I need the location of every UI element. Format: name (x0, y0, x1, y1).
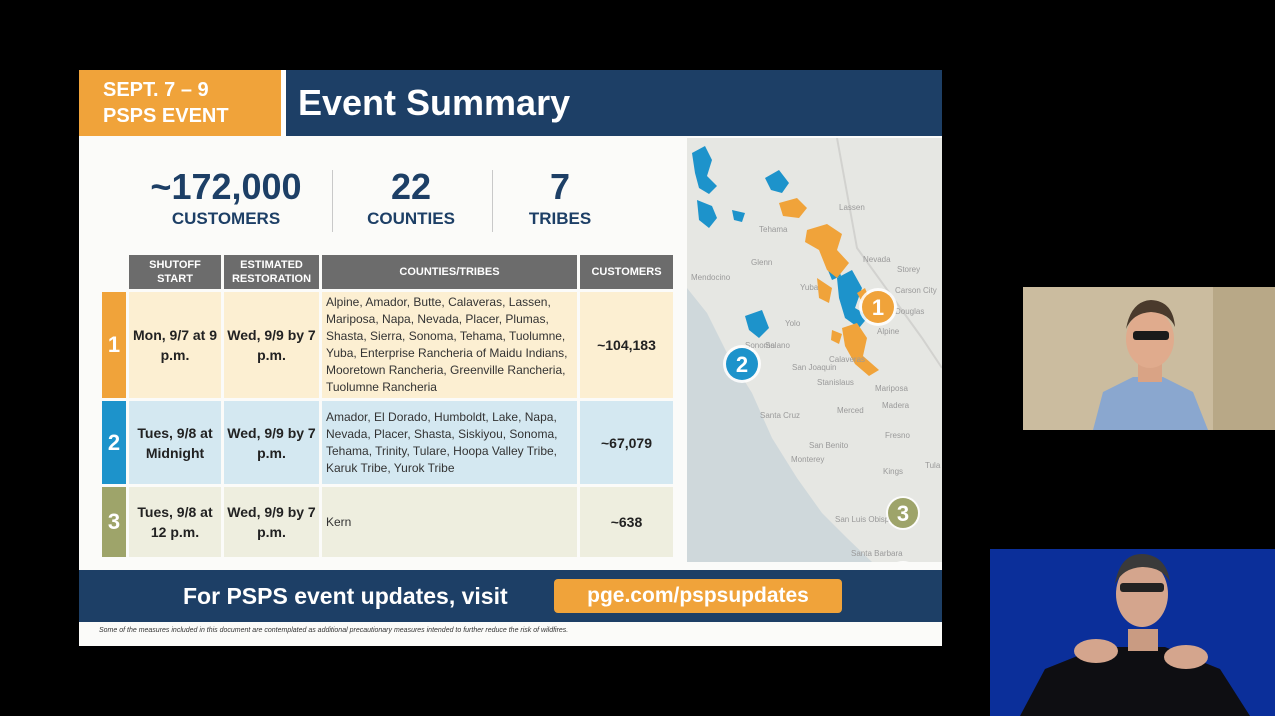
row-number: 3 (102, 487, 126, 557)
table-row: 2 Tues, 9/8 at Midnight Wed, 9/9 by 7 p.… (102, 401, 673, 484)
place-label: Sonoma (745, 341, 775, 350)
header-divider (281, 70, 286, 136)
row-customers: ~67,079 (580, 401, 673, 484)
pspsupdates-link[interactable]: pge.com/pspsupdates (554, 579, 842, 613)
place-label: Fresno (885, 431, 910, 440)
interpreter-video-tile[interactable] (990, 549, 1275, 716)
stat-customers-value: ~172,000 (150, 166, 302, 207)
place-label: Nevada (863, 255, 891, 264)
stat-divider (492, 170, 493, 232)
place-label: Calaveras (829, 355, 865, 364)
stat-counties: 22 COUNTIES (350, 166, 472, 230)
ocean-area (687, 288, 872, 562)
marker-label: 1 (872, 295, 884, 320)
place-label: Carson City (895, 286, 937, 295)
event-date: SEPT. 7 – 9 (103, 79, 209, 101)
row-number: 2 (102, 401, 126, 484)
row-customers: ~104,183 (580, 292, 673, 398)
table-header-blank (102, 255, 126, 289)
stat-customers-label: CUSTOMERS (171, 209, 281, 228)
outage-map: Lassen Tehama Glenn Mendocino Yuba Carso… (687, 138, 942, 562)
map-graphic: Lassen Tehama Glenn Mendocino Yuba Carso… (687, 138, 942, 562)
orange-outage-areas (779, 198, 879, 376)
place-label: Mariposa (875, 384, 908, 393)
row-shutoff-start: Mon, 9/7 at 9 p.m. (129, 292, 221, 398)
stat-divider (332, 170, 333, 232)
place-label: Tehama (759, 225, 788, 234)
table-header-customers: CUSTOMERS (580, 255, 673, 289)
place-label: Lassen (839, 203, 865, 212)
place-label: Santa Barbara (851, 549, 903, 558)
footer-banner: For PSPS event updates, visit pge.com/ps… (79, 570, 942, 622)
map-marker-2: 2 (723, 345, 761, 383)
table-header-row: SHUTOFF START ESTIMATED RESTORATION COUN… (102, 255, 673, 289)
place-label: Santa Cruz (760, 411, 800, 420)
presenter-video-tile[interactable] (1023, 287, 1275, 430)
place-label: Merced (837, 406, 864, 415)
stat-tribes-label: TRIBES (528, 209, 592, 228)
place-label: Solano (765, 341, 790, 350)
place-label: Storey (897, 265, 920, 274)
row-shutoff-start: Tues, 9/8 at 12 p.m. (129, 487, 221, 557)
presentation-slide: SEPT. 7 – 9 PSPS EVENT Event Summary ~17… (79, 70, 942, 646)
stat-tribes: 7 TRIBES (510, 166, 610, 230)
place-label: Yuba (800, 283, 819, 292)
row-shutoff-start: Tues, 9/8 at Midnight (129, 401, 221, 484)
stat-counties-label: COUNTIES (367, 209, 455, 228)
stat-tribes-value: 7 (549, 166, 571, 207)
place-label: Tula (925, 461, 941, 470)
place-label: San Luis Obispo (835, 515, 894, 524)
event-table: SHUTOFF START ESTIMATED RESTORATION COUN… (99, 252, 676, 560)
place-label: Alpine (877, 327, 900, 336)
event-date-tag: SEPT. 7 – 9 PSPS EVENT (79, 70, 281, 136)
marker-label: 3 (897, 501, 909, 526)
place-label: San Joaquin (792, 363, 836, 372)
interpreter-video-feed (990, 549, 1275, 716)
place-label: Glenn (751, 258, 772, 267)
row-restoration: Wed, 9/9 by 7 p.m. (224, 487, 319, 557)
disclaimer-text: Some of the measures included in this do… (99, 627, 569, 634)
marker-label: 2 (736, 352, 748, 377)
place-label: Mendocino (691, 273, 731, 282)
row-counties: Alpine, Amador, Butte, Calaveras, Lassen… (322, 292, 577, 398)
map-marker-1: 1 (859, 288, 897, 326)
row-restoration: Wed, 9/9 by 7 p.m. (224, 292, 319, 398)
table-row: 1 Mon, 9/7 at 9 p.m. Wed, 9/9 by 7 p.m. … (102, 292, 673, 398)
place-label: Kings (883, 467, 903, 476)
place-label: Madera (882, 401, 910, 410)
row-counties: Kern (322, 487, 577, 557)
row-restoration: Wed, 9/9 by 7 p.m. (224, 401, 319, 484)
place-label: Monterey (791, 455, 824, 464)
table-row: 3 Tues, 9/8 at 12 p.m. Wed, 9/9 by 7 p.m… (102, 487, 673, 557)
table-header-counties: COUNTIES/TRIBES (322, 255, 577, 289)
stat-customers: ~172,000 CUSTOMERS (141, 166, 311, 230)
event-name: PSPS EVENT (103, 105, 229, 127)
slide-title: Event Summary (286, 70, 942, 136)
place-label: Yolo (785, 319, 801, 328)
place-label: Douglas (895, 307, 924, 316)
place-label: Stanislaus (817, 378, 854, 387)
row-number: 1 (102, 292, 126, 398)
presenter-video-feed (1023, 287, 1275, 430)
place-label: San Benito (809, 441, 849, 450)
table-header-restoration: ESTIMATED RESTORATION (224, 255, 319, 289)
row-customers: ~638 (580, 487, 673, 557)
row-counties: Amador, El Dorado, Humboldt, Lake, Napa,… (322, 401, 577, 484)
table-header-shutoff: SHUTOFF START (129, 255, 221, 289)
map-marker-3: 3 (886, 496, 920, 562)
blue-outage-areas (692, 146, 869, 338)
stat-counties-value: 22 (390, 166, 432, 207)
map-place-labels: Lassen Tehama Glenn Mendocino Yuba Carso… (691, 203, 941, 558)
footer-text: For PSPS event updates, visit (183, 583, 508, 609)
